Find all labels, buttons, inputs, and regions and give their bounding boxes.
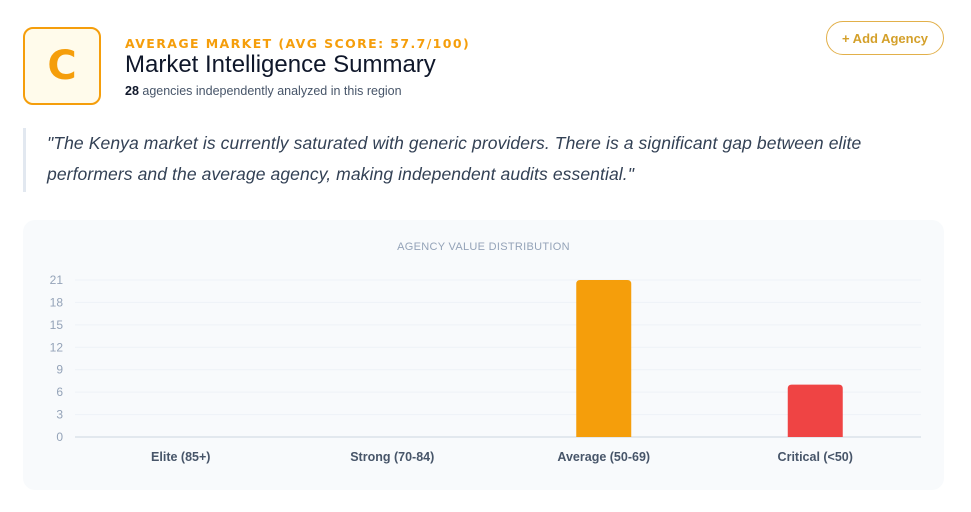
y-tick-label: 0 (56, 430, 63, 444)
grade-badge: C (23, 27, 101, 105)
y-tick-label: 18 (50, 295, 64, 309)
x-category-label: Strong (70-84) (350, 450, 434, 464)
agency-count: 28 (125, 84, 139, 98)
chart-title: AGENCY VALUE DISTRIBUTION (397, 241, 570, 253)
y-tick-label: 15 (50, 318, 64, 332)
x-category-label: Average (50-69) (557, 450, 650, 464)
y-tick-label: 9 (56, 363, 63, 377)
agency-count-text: 28 agencies independently analyzed in th… (125, 84, 402, 98)
market-rating-label: AVERAGE MARKET (AVG SCORE: 57.7/100) (125, 36, 471, 51)
distribution-chart: 0 3 6 9 12 15 18 21 Elite (85+) Strong (70-84) Ave… (50, 273, 921, 464)
distribution-chart-panel: AGENCY VALUE DISTRIBUTION 0 3 6 9 12 15 18 21 El… (23, 220, 944, 490)
y-tick-label: 3 (56, 408, 63, 422)
x-category-label: Critical (<50) (778, 450, 853, 464)
y-tick-label: 12 (50, 340, 64, 354)
y-tick-label: 6 (56, 385, 63, 399)
bar-3[interactable] (787, 384, 843, 437)
market-quote: "The Kenya market is currently saturated… (23, 128, 903, 192)
bar-2[interactable] (576, 280, 632, 437)
page-title: Market Intelligence Summary (125, 51, 436, 78)
agency-count-suffix: agencies independently analyzed in this … (138, 84, 402, 98)
x-category-label: Elite (85+) (151, 450, 210, 464)
y-tick-label: 21 (50, 273, 64, 287)
add-agency-button[interactable]: + Add Agency (826, 21, 944, 55)
